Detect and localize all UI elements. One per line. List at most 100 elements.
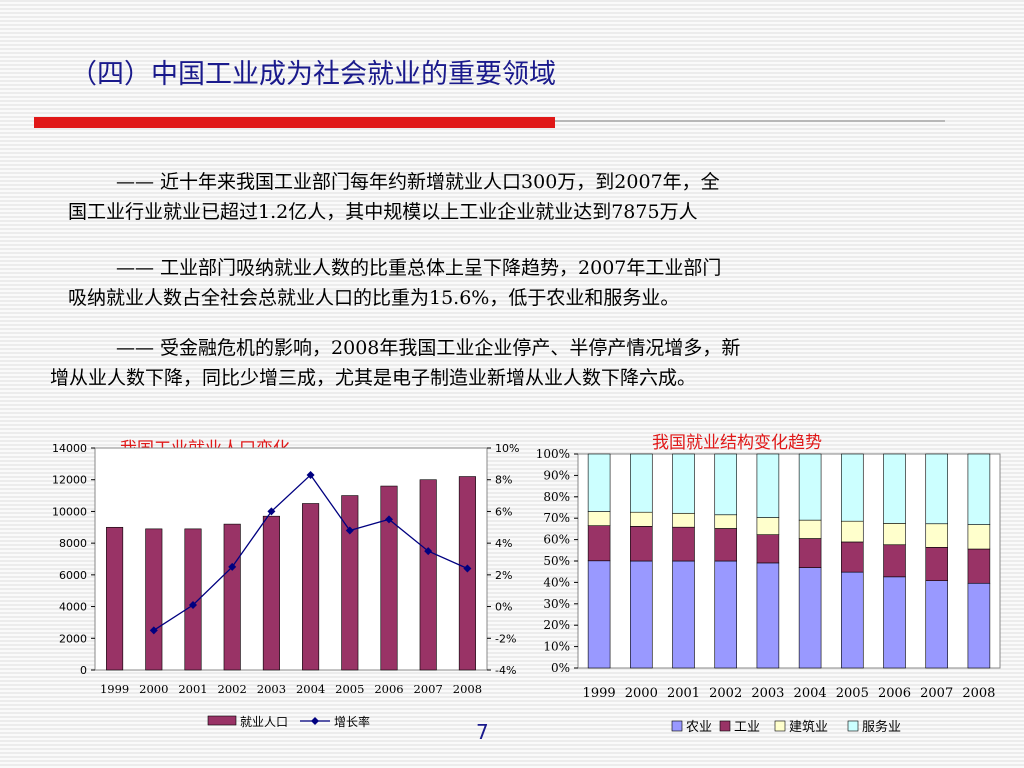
chart-2-segment-2003-0 [756, 562, 780, 669]
chart-2-segment-1999-0 [587, 560, 611, 669]
chart-1-growth-point [189, 600, 197, 609]
chart-1-legend-label-line: 增长率 [334, 714, 370, 729]
chart-1-bar-2006 [380, 485, 398, 671]
chart-1-growth-point [345, 526, 354, 535]
paragraph-1-line-2: 国工业行业就业已超过1.2亿人，其中规模以上工业企业就业达到7875万人 [68, 201, 698, 223]
chart-2-segment-2001-0 [672, 560, 695, 669]
chart-2-y-tick-label: 10% [543, 640, 570, 654]
paragraph-1-line-1: —— 近十年来我国工业部门每年约新增就业人口300万，到2007年，全 [116, 171, 720, 193]
chart-2-segment-1999-2 [587, 511, 611, 526]
chart-2-x-tick-label: 2008 [962, 686, 995, 701]
chart-1-left-tick-label: 12000 [52, 474, 87, 487]
title-underline-gray [555, 120, 945, 122]
chart-1-bar-2001 [184, 528, 202, 671]
chart-1-bar-2004 [302, 503, 320, 671]
chart-2-segment-2006-0 [883, 576, 906, 669]
chart-1-legend-label-bar: 就业人口 [240, 715, 288, 729]
chart-2-legend-swatch [774, 720, 786, 732]
paragraph-2-line-1: —— 工业部门吸纳就业人数的比重总体上呈下降趋势，2007年工业部门 [116, 257, 722, 279]
chart-2-x-tick-label: 1999 [583, 686, 616, 701]
chart-2-legend-label: 工业 [734, 720, 760, 735]
chart-2-segment-2006-1 [883, 544, 906, 578]
chart-2-segment-2008-3 [967, 453, 991, 525]
chart-2-segment-2003-3 [756, 453, 780, 518]
chart-1-right-tick-label: 10% [495, 442, 519, 455]
chart-2-segment-2005-3 [841, 453, 864, 522]
paragraph-2-line-2: 吸纳就业人数占全社会总就业人口的比重为15.6%，低于农业和服务业。 [68, 287, 680, 309]
chart-2-y-tick-label: 60% [543, 533, 570, 547]
chart-1-growth-point [267, 507, 276, 516]
chart-1-right-tick-label: 8% [495, 474, 512, 487]
chart-1-x-tick-label: 2006 [374, 682, 403, 696]
paragraph-2: —— 工业部门吸纳就业人数的比重总体上呈下降趋势，2007年工业部门 吸纳就业人… [68, 253, 721, 313]
chart-1-bar-1999 [106, 526, 124, 671]
chart-2-segment-2007-2 [925, 523, 948, 548]
chart-1-left-tick-label: 4000 [59, 601, 87, 614]
chart-2-segment-2003-2 [756, 517, 780, 535]
chart-2-segment-2004-1 [798, 538, 822, 568]
chart-2-segment-2002-0 [714, 560, 737, 669]
chart-1-left-tick-label: 2000 [59, 632, 87, 645]
chart-1-right-tick-label: 4% [495, 537, 512, 550]
chart-2-y-tick-label: 50% [543, 554, 570, 568]
chart-2-legend-label: 服务业 [862, 719, 901, 735]
chart-1-bar-2003 [262, 515, 280, 671]
chart-2-segment-2003-1 [756, 534, 780, 564]
chart-2-title: 我国就业结构变化趋势 [652, 433, 822, 453]
chart-2-segment-2007-3 [925, 453, 948, 525]
chart-2-segment-2002-2 [714, 514, 737, 529]
chart-1-right-tick-label: 2% [495, 569, 512, 582]
chart-2-y-tick-label: 80% [543, 490, 570, 504]
chart-2-legend-swatch [847, 720, 859, 732]
chart-2-segment-2008-2 [967, 524, 991, 550]
chart-2-segment-2001-1 [672, 526, 695, 562]
chart-2-legend-label: 农业 [686, 720, 712, 735]
chart-2-segment-1999-3 [587, 453, 611, 512]
chart-1-right-tick-label: -2% [495, 632, 516, 645]
chart-2-y-tick-label: 20% [543, 618, 570, 632]
chart-2-y-tick-label: 100% [536, 447, 570, 461]
chart-2-segment-1999-1 [587, 525, 611, 562]
chart-2-y-tick-label: 40% [543, 575, 570, 589]
chart-1-right-tick-label: 6% [495, 505, 512, 518]
chart-2-x-tick-label: 2006 [878, 686, 911, 701]
chart-2-x-tick-label: 2003 [751, 686, 784, 701]
chart-1-x-tick-label: 2008 [453, 682, 482, 696]
chart-2-y-tick-label: 30% [543, 597, 570, 611]
paragraph-3-line-1: —— 受金融危机的影响，2008年我国工业企业停产、半停产情况增多，新 [116, 337, 741, 359]
chart-1-x-tick-label: 2002 [218, 682, 247, 696]
chart-2-segment-2007-1 [925, 547, 948, 581]
chart-2-segment-2002-3 [714, 453, 737, 516]
chart-2-legend-label: 建筑业 [789, 719, 828, 735]
chart-1-plot-area [94, 447, 488, 671]
page-title: （四）中国工业成为社会就业的重要领域 [70, 59, 556, 90]
chart-1-x-tick-label: 2001 [178, 682, 207, 696]
chart-2-segment-2006-3 [883, 453, 906, 524]
chart-2-segment-2001-3 [672, 453, 695, 514]
chart-2-segment-2002-1 [714, 528, 737, 562]
chart-1-growth-point [385, 515, 393, 524]
chart-2-segment-2004-0 [798, 567, 822, 669]
chart-2-segment-2000-0 [630, 560, 653, 669]
title-underline-red [34, 117, 555, 128]
chart-2-x-tick-label: 2002 [709, 686, 742, 701]
chart-2-segment-2005-0 [841, 571, 864, 669]
chart-1-left-tick-label: 6000 [59, 569, 87, 582]
chart-2-x-tick-label: 2005 [836, 686, 869, 701]
chart-1-left-tick-label: 0 [80, 664, 87, 677]
chart-1-bar-2007 [419, 479, 437, 671]
paragraph-3: —— 受金融危机的影响，2008年我国工业企业停产、半停产情况增多，新 增从业人… [50, 333, 740, 393]
chart-2-y-tick-label: 0% [551, 661, 570, 675]
paragraph-1: —— 近十年来我国工业部门每年约新增就业人口300万，到2007年，全 国工业行… [68, 167, 720, 227]
chart-2-segment-2006-2 [883, 523, 906, 546]
chart-1-growth-point [228, 562, 237, 571]
chart-1-growth-line [153, 473, 468, 631]
chart-1-growth-point [306, 470, 315, 479]
chart-2-legend-swatch [671, 720, 683, 732]
chart-2-x-tick-label: 2004 [794, 686, 827, 701]
chart-2-segment-2000-1 [630, 526, 653, 562]
chart-1-x-tick-label: 2005 [335, 682, 364, 696]
chart-1-left-tick-label: 10000 [52, 505, 87, 518]
chart-1-legend-marker-line [311, 717, 319, 725]
chart-2-segment-2005-2 [841, 520, 864, 543]
